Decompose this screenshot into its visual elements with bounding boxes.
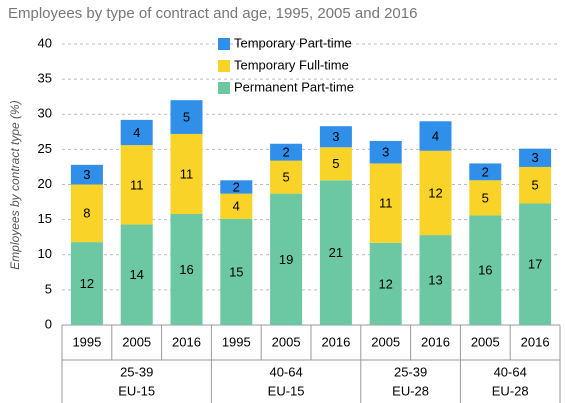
bar-segment: [419, 150, 452, 236]
data-label: 5: [482, 190, 489, 205]
bar-segment: [419, 235, 452, 325]
group-region: EU-15: [268, 383, 305, 398]
group-region: EU-28: [392, 383, 429, 398]
bar-segment: [220, 180, 253, 194]
data-label: 12: [80, 276, 94, 291]
y-tick-label: 25: [38, 141, 52, 156]
data-label: 3: [531, 150, 538, 165]
legend-swatch: [218, 60, 230, 72]
bar-segment: [519, 203, 552, 325]
legend-label: Temporary Part-time: [234, 35, 352, 50]
bar-segment: [319, 126, 352, 148]
bar-segment: [319, 147, 352, 181]
group-label: 40-64: [269, 364, 302, 379]
bar-segment: [519, 166, 552, 204]
bar-segment: [170, 133, 203, 215]
data-label: 2: [482, 164, 489, 179]
group-label: 40-64: [494, 364, 527, 379]
group-label: 25-39: [394, 364, 427, 379]
legend-swatch: [218, 82, 230, 94]
x-tick-label: 2005: [122, 334, 151, 349]
data-label: 17: [528, 257, 542, 272]
y-tick-label: 35: [38, 71, 52, 86]
group-region: EU-15: [118, 383, 155, 398]
y-tick-label: 10: [38, 246, 52, 261]
bar-segment: [519, 148, 552, 167]
data-label: 4: [432, 128, 439, 143]
data-label: 2: [233, 179, 240, 194]
data-label: 8: [83, 206, 90, 221]
bar-segment: [120, 119, 153, 146]
data-label: 4: [233, 199, 240, 214]
bar-segment: [469, 163, 502, 181]
x-tick-label: 1995: [222, 334, 251, 349]
legend-label: Temporary Full-time: [234, 57, 349, 72]
bar-segment: [270, 160, 303, 194]
bar-segment: [369, 163, 402, 243]
bar-segment: [120, 224, 153, 325]
data-label: 3: [83, 167, 90, 182]
data-label: 14: [129, 267, 143, 282]
bar-segment: [369, 242, 402, 325]
data-label: 16: [179, 262, 193, 277]
data-label: 19: [279, 252, 293, 267]
legend-swatch: [218, 38, 230, 50]
x-tick-label: 1995: [72, 334, 101, 349]
data-label: 12: [428, 185, 442, 200]
bar-segment: [220, 193, 253, 219]
group-region: EU-28: [492, 383, 529, 398]
data-label: 12: [378, 276, 392, 291]
bar-segment: [170, 100, 203, 134]
group-label: 25-39: [120, 364, 153, 379]
x-tick-label: 2016: [321, 334, 350, 349]
x-tick-label: 2005: [471, 334, 500, 349]
bar-segment: [270, 143, 303, 161]
data-label: 4: [133, 125, 140, 140]
data-label: 21: [329, 245, 343, 260]
bar-segment: [170, 214, 203, 325]
bar-segment: [70, 242, 103, 325]
data-label: 11: [180, 166, 194, 181]
y-tick-label: 30: [38, 106, 52, 121]
bar-segment: [70, 164, 103, 185]
bar-segment: [369, 140, 402, 164]
bar-segment: [419, 121, 452, 151]
bar-segment: [469, 180, 502, 216]
bar-segment: [469, 215, 502, 325]
x-tick-label: 2005: [272, 334, 301, 349]
data-label: 11: [130, 177, 144, 192]
bar-segment: [270, 193, 303, 325]
data-label: 5: [282, 170, 289, 185]
data-label: 5: [183, 109, 190, 124]
y-tick-label: 40: [38, 35, 52, 50]
data-label: 2: [282, 145, 289, 160]
y-tick-label: 15: [38, 211, 52, 226]
data-label: 5: [332, 156, 339, 171]
x-tick-label: 2016: [172, 334, 201, 349]
y-axis-label: Employees by contract type (%): [8, 100, 22, 269]
data-label: 5: [531, 178, 538, 193]
x-tick-label: 2016: [521, 334, 550, 349]
bar-segment: [70, 184, 103, 243]
data-label: 15: [229, 264, 243, 279]
data-label: 13: [428, 272, 442, 287]
x-tick-label: 2005: [371, 334, 400, 349]
data-label: 11: [379, 196, 393, 211]
data-label: 16: [478, 263, 492, 278]
y-tick-label: 20: [38, 176, 52, 191]
data-label: 3: [382, 145, 389, 160]
bar-segment: [319, 180, 352, 325]
chart-title: Employees by type of contract and age, 1…: [8, 5, 417, 22]
y-tick-label: 0: [45, 316, 52, 331]
data-label: 3: [332, 129, 339, 144]
x-tick-label: 2016: [421, 334, 450, 349]
bar-segment: [120, 145, 153, 225]
y-tick-label: 5: [45, 281, 52, 296]
bar-segment: [220, 218, 253, 325]
legend-label: Permanent Part-time: [234, 79, 354, 94]
